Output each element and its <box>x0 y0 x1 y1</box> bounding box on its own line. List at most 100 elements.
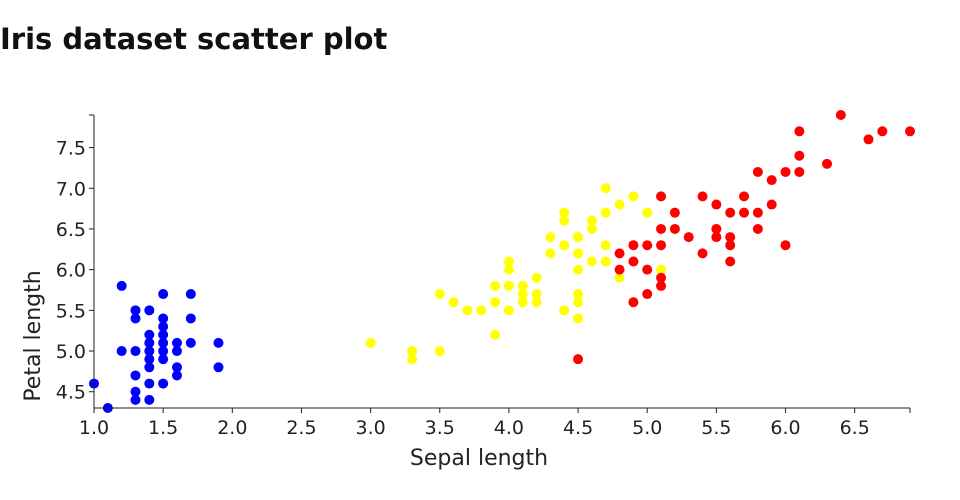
y-tick-label: 7.5 <box>56 138 86 160</box>
y-tick-label: 5.5 <box>56 300 86 322</box>
points-layer <box>89 110 915 413</box>
x-tick-label: 1.0 <box>79 417 109 439</box>
data-point <box>185 289 196 300</box>
y-tick-label: 6.0 <box>56 260 86 282</box>
data-point <box>158 346 169 357</box>
data-point <box>462 305 473 316</box>
y-tick-label: 6.5 <box>56 219 86 241</box>
chart-title: Iris dataset scatter plot <box>0 22 388 56</box>
data-point <box>116 280 127 291</box>
data-point <box>835 110 846 120</box>
data-point <box>877 126 888 137</box>
data-point <box>503 264 514 275</box>
data-point <box>171 370 182 381</box>
data-point <box>365 337 376 348</box>
data-point <box>144 337 155 348</box>
data-point <box>213 337 224 348</box>
data-point <box>739 191 750 202</box>
data-point <box>144 346 155 357</box>
data-point <box>158 313 169 324</box>
y-axis-ticks: 4.5 5.0 5.5 6.0 6.5 7.0 7.5 <box>56 114 94 404</box>
data-point <box>448 297 459 308</box>
data-point <box>794 126 805 137</box>
data-point <box>531 272 542 283</box>
data-point <box>683 232 694 243</box>
data-point <box>434 346 445 357</box>
data-point <box>780 166 791 177</box>
data-point <box>573 313 584 324</box>
data-point <box>600 240 611 251</box>
data-point <box>503 256 514 267</box>
data-point <box>171 362 182 373</box>
data-point <box>144 354 155 365</box>
data-point <box>642 240 653 251</box>
data-point <box>586 215 597 226</box>
data-point <box>614 199 625 210</box>
data-point <box>144 305 155 316</box>
data-point <box>185 313 196 324</box>
data-point <box>642 264 653 275</box>
data-point <box>158 329 169 340</box>
data-point <box>573 264 584 275</box>
data-point <box>822 158 833 169</box>
data-point <box>130 313 141 324</box>
data-point <box>503 280 514 291</box>
data-point <box>490 297 501 308</box>
data-point <box>628 256 639 267</box>
data-point <box>434 289 445 300</box>
data-point <box>130 370 141 381</box>
data-point <box>725 232 736 243</box>
data-point <box>669 223 680 234</box>
x-tick-label: 4.5 <box>563 417 593 439</box>
data-point <box>752 166 763 177</box>
data-point <box>725 256 736 267</box>
data-point <box>517 289 528 300</box>
data-point <box>503 305 514 316</box>
data-point <box>794 150 805 161</box>
data-point <box>213 362 224 373</box>
data-point <box>586 223 597 234</box>
data-point <box>171 337 182 348</box>
data-point <box>116 346 127 357</box>
data-point <box>656 280 667 291</box>
data-point <box>573 232 584 243</box>
data-point <box>573 354 584 365</box>
x-tick-label: 5.0 <box>632 417 662 439</box>
data-point <box>517 280 528 291</box>
y-tick-label: 5.0 <box>56 341 86 363</box>
data-point <box>669 207 680 218</box>
data-point <box>656 223 667 234</box>
data-point <box>863 134 874 145</box>
data-point <box>130 394 141 405</box>
x-tick-label: 3.5 <box>425 417 455 439</box>
data-point <box>573 297 584 308</box>
data-point <box>144 394 155 405</box>
data-point <box>628 297 639 308</box>
y-tick-label: 7.0 <box>56 178 86 200</box>
data-point <box>697 191 708 202</box>
data-point <box>725 207 736 218</box>
data-point <box>586 256 597 267</box>
data-point <box>158 289 169 300</box>
data-point <box>545 248 556 259</box>
x-tick-label: 2.5 <box>286 417 316 439</box>
data-point <box>476 305 487 316</box>
data-point <box>628 191 639 202</box>
data-point <box>752 207 763 218</box>
x-tick-label: 6.5 <box>840 417 870 439</box>
x-tick-label: 5.5 <box>701 417 731 439</box>
data-point <box>545 232 556 243</box>
data-point <box>171 346 182 357</box>
data-point <box>490 329 501 340</box>
data-point <box>711 232 722 243</box>
data-point <box>144 329 155 340</box>
x-tick-label: 2.0 <box>217 417 247 439</box>
x-tick-label: 6.0 <box>770 417 800 439</box>
data-point <box>794 166 805 177</box>
data-point <box>144 362 155 373</box>
x-axis-title: Sepal length <box>410 446 548 471</box>
data-point <box>600 207 611 218</box>
data-point <box>614 272 625 283</box>
data-point <box>656 272 667 283</box>
